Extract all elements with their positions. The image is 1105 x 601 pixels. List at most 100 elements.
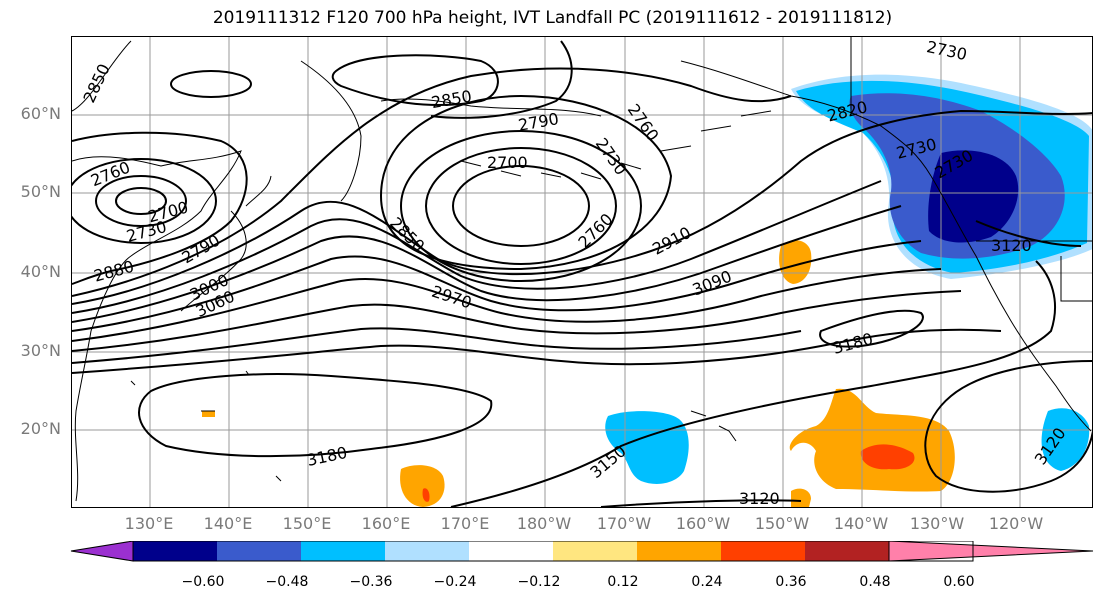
- colorbar-segment: [217, 541, 301, 561]
- colorbar-tick: 0.48: [859, 574, 891, 590]
- colorbar-tick: −0.48: [265, 574, 309, 590]
- colorbar-extend-max: [888, 541, 1094, 562]
- contour-3060: [72, 327, 802, 364]
- contour-label: 3090: [690, 267, 735, 300]
- lon-label-130e: 130°E: [124, 514, 174, 533]
- contour-2700-nw: [95, 175, 187, 227]
- colorbar-segment: [301, 541, 385, 561]
- contour-2730-center: [425, 147, 617, 265]
- map-panel: 2850 2850 2790 2760 2730 2700 2760 2730 …: [71, 36, 1093, 508]
- contour-label: 2790: [517, 109, 560, 135]
- shade-navy-region: [928, 150, 1019, 243]
- shade-cyan-small-b: [1041, 408, 1090, 471]
- colorbar-tick: 0.12: [607, 574, 639, 590]
- contour-label: 2790: [178, 231, 223, 268]
- colorbar-tick: −0.12: [517, 574, 561, 590]
- contour-3000: [72, 290, 962, 352]
- colorbar-tick: −0.36: [349, 574, 393, 590]
- lon-label-170w: 170°W: [596, 514, 652, 533]
- colorbar-segment: [133, 541, 217, 561]
- lon-label-170e: 170°E: [440, 514, 490, 533]
- contour-2790-center: [379, 94, 673, 271]
- graticule: [72, 37, 1092, 507]
- lon-label-130w: 130°W: [909, 514, 965, 533]
- lon-label-140e: 140°E: [203, 514, 253, 533]
- lat-label-30n: 30°N: [20, 341, 61, 360]
- hawaii: [690, 410, 737, 442]
- alaska-coast: [680, 60, 932, 177]
- contour-label: 3120: [991, 236, 1032, 255]
- contour-2760-nw: [72, 131, 248, 285]
- aleutian-chain: [460, 110, 772, 180]
- contour-2820: [72, 67, 792, 297]
- contour-2910: [72, 205, 902, 323]
- colorbar-segment: [385, 541, 469, 561]
- lon-label-150e: 150°E: [282, 514, 332, 533]
- contour-3120-west: [975, 220, 1082, 247]
- colorbar-segments: [70, 541, 1094, 562]
- contour-label: 2970: [429, 282, 474, 313]
- shade-orange-region-e: [202, 411, 215, 417]
- contour-2850-north: [331, 54, 499, 106]
- contour-label: 3180: [831, 329, 875, 358]
- contour-label: 2850: [430, 86, 473, 112]
- asia-coast: [72, 40, 242, 502]
- contour-label: 2760: [574, 210, 616, 252]
- lon-label-140w: 140°W: [833, 514, 889, 533]
- colorbar-tick: 0.36: [775, 574, 807, 590]
- contour-2760-center: [400, 130, 642, 282]
- contour-3120-low: [600, 499, 802, 507]
- contour-2970: [72, 268, 942, 342]
- contour-2730-nw: [72, 158, 217, 244]
- lon-label-150w: 150°W: [754, 514, 810, 533]
- contour-label: 3120: [739, 489, 780, 508]
- small-islands: [130, 370, 282, 482]
- na-west-coast: [930, 175, 1092, 432]
- colorbar-segment: [553, 541, 637, 561]
- contour-3180-south: [138, 373, 493, 458]
- lon-label-160e: 160°E: [361, 514, 411, 533]
- lon-label-120w: 120°W: [988, 514, 1044, 533]
- colorbar-segment: [805, 541, 889, 561]
- contour-label: 2850: [79, 61, 113, 106]
- lat-label-40n: 40°N: [20, 262, 61, 281]
- contour-label: 3180: [305, 443, 349, 470]
- lat-label-20n: 20°N: [20, 419, 61, 438]
- colorbar-tick: 0.60: [943, 574, 975, 590]
- contour-2850-long: [72, 109, 1092, 305]
- colorbar-extend-min: [70, 541, 134, 562]
- colorbar-border: [132, 541, 974, 562]
- colorbar-tick: 0.24: [691, 574, 723, 590]
- colorbar-tick: −0.60: [181, 574, 225, 590]
- colorbar-segment: [469, 541, 553, 561]
- lat-label-60n: 60°N: [20, 104, 61, 123]
- contour-3150: [450, 260, 1056, 507]
- contour-2850-small: [170, 70, 252, 98]
- colorbar: [70, 541, 1094, 562]
- contour-2700-center: [452, 165, 590, 247]
- contour-label: 2700: [487, 153, 528, 172]
- colorbar-tick: −0.24: [433, 574, 477, 590]
- lon-label-180w: 180°W: [516, 514, 572, 533]
- height-contours: [72, 40, 1092, 507]
- colorbar-segment: [637, 541, 721, 561]
- shade-orange-region-a: [789, 388, 955, 492]
- japan-islands: [180, 175, 272, 312]
- colorbar-segment: [721, 541, 805, 561]
- contour-2880: [72, 180, 882, 314]
- contour-3180-east: [819, 309, 924, 348]
- ivt-shading: [202, 74, 1092, 507]
- contour-2790: [430, 40, 573, 119]
- shade-orange-region-c: [400, 465, 445, 507]
- shade-red-region-a: [860, 444, 915, 470]
- contour-2940: [72, 240, 922, 332]
- kamchatka-coast: [300, 60, 602, 202]
- map-title: 2019111312 F120 700 hPa height, IVT Land…: [212, 8, 893, 28]
- map-svg: 2850 2850 2790 2760 2730 2700 2760 2730 …: [72, 37, 1092, 508]
- contour-3090: [72, 328, 1002, 374]
- shade-red-region-c: [422, 488, 430, 502]
- contour-label: 2910: [649, 223, 694, 259]
- lat-label-50n: 50°N: [20, 182, 61, 201]
- contour-label: 2730: [925, 37, 969, 64]
- contour-3120-se: [924, 360, 1092, 493]
